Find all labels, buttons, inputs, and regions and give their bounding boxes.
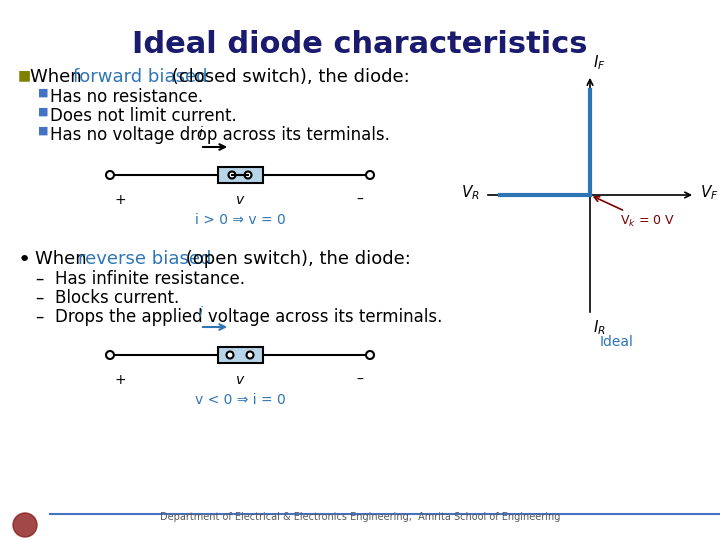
Text: Ideal diode characteristics: Ideal diode characteristics	[132, 30, 588, 59]
Text: v < 0 ⇒ i = 0: v < 0 ⇒ i = 0	[194, 393, 285, 407]
Text: Ideal: Ideal	[600, 335, 634, 349]
Text: •: •	[18, 250, 31, 270]
Text: –: –	[356, 193, 364, 207]
Text: Drops the applied voltage across its terminals.: Drops the applied voltage across its ter…	[55, 308, 442, 326]
Text: –: –	[35, 270, 43, 288]
Text: +: +	[114, 373, 126, 387]
Circle shape	[366, 351, 374, 359]
Text: –: –	[35, 289, 43, 307]
Text: Department of Electrical & Electronics Engineering,  Amrita School of Engineerin: Department of Electrical & Electronics E…	[160, 512, 560, 522]
Text: V$_k$ = 0 V: V$_k$ = 0 V	[594, 197, 675, 229]
Text: Blocks current.: Blocks current.	[55, 289, 179, 307]
Text: $I_F$: $I_F$	[593, 53, 606, 72]
Text: forward biased: forward biased	[73, 68, 207, 86]
Text: Has no resistance.: Has no resistance.	[50, 88, 203, 106]
Text: –: –	[35, 308, 43, 326]
Text: ■: ■	[38, 126, 48, 136]
Circle shape	[106, 171, 114, 179]
Text: (open switch), the diode:: (open switch), the diode:	[180, 250, 411, 268]
Circle shape	[106, 351, 114, 359]
Text: i: i	[198, 306, 202, 320]
Text: +: +	[114, 193, 126, 207]
Circle shape	[228, 172, 235, 179]
Text: $V_R$: $V_R$	[462, 184, 480, 202]
Circle shape	[245, 172, 251, 179]
Text: When: When	[35, 250, 92, 268]
Text: (closed switch), the diode:: (closed switch), the diode:	[166, 68, 410, 86]
Text: Has infinite resistance.: Has infinite resistance.	[55, 270, 245, 288]
Text: ■: ■	[18, 68, 31, 82]
Text: v: v	[236, 373, 244, 387]
Text: v: v	[236, 193, 244, 207]
Text: When: When	[30, 68, 87, 86]
Text: i > 0 ⇒ v = 0: i > 0 ⇒ v = 0	[194, 213, 285, 227]
Text: Does not limit current.: Does not limit current.	[50, 107, 237, 125]
Text: ■: ■	[38, 88, 48, 98]
Circle shape	[246, 352, 253, 359]
Text: $V_F$: $V_F$	[700, 184, 719, 202]
Text: ■: ■	[38, 107, 48, 117]
Text: $I_R$: $I_R$	[593, 318, 606, 337]
Circle shape	[227, 352, 233, 359]
FancyBboxPatch shape	[217, 167, 263, 183]
FancyBboxPatch shape	[217, 347, 263, 363]
Text: i: i	[198, 126, 202, 140]
Text: –: –	[356, 373, 364, 387]
Text: reverse biased: reverse biased	[78, 250, 212, 268]
Circle shape	[13, 513, 37, 537]
Circle shape	[366, 171, 374, 179]
Text: Has no voltage drop across its terminals.: Has no voltage drop across its terminals…	[50, 126, 390, 144]
